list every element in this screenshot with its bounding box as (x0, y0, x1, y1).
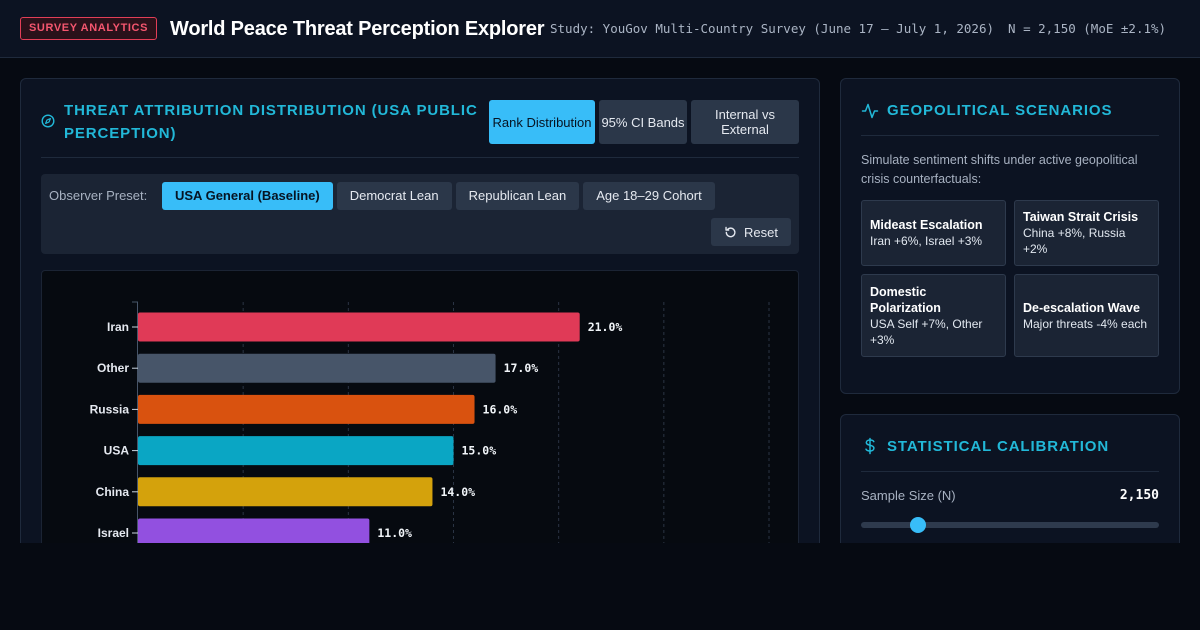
tab-rank-distribution[interactable]: Rank Distribution (489, 100, 595, 144)
preset-usa-general[interactable]: USA General (Baseline) (162, 182, 333, 210)
scenario-mideast-escalation[interactable]: Mideast Escalation Iran +6%, Israel +3% (861, 200, 1006, 266)
activity-icon (861, 103, 879, 119)
scenario-name: Domestic Polarization (870, 284, 941, 315)
compass-icon (41, 114, 55, 128)
reset-button[interactable]: Reset (711, 218, 791, 246)
category-label: USA (104, 444, 130, 458)
scenario-name: Taiwan Strait Crisis (1023, 210, 1139, 224)
scenario-effect: USA Self +7%, Other +3% (870, 316, 983, 347)
bar-other (138, 353, 496, 383)
value-label: 17.0% (504, 361, 539, 375)
app-viewport: SURVEY ANALYTICS World Peace Threat Perc… (0, 0, 1200, 543)
category-label: Other (97, 361, 129, 375)
calibration-divider (861, 471, 1159, 472)
bar-iran (138, 312, 580, 342)
category-label: Israel (98, 526, 129, 540)
geopolitical-scenarios-panel: GEOPOLITICAL SCENARIOS Simulate sentimen… (840, 78, 1180, 394)
sample-size-slider[interactable] (861, 517, 1159, 533)
value-label: 11.0% (377, 526, 412, 540)
value-label: 16.0% (483, 402, 518, 416)
sample-size-value: 2,150 (1119, 488, 1159, 503)
sample-size-label: Sample Size (N) (861, 488, 956, 503)
app-title: World Peace Threat Perception Explorer (170, 18, 545, 40)
dollar-sign-icon (865, 437, 875, 455)
value-label: 21.0% (588, 320, 623, 334)
survey-analytics-badge: SURVEY ANALYTICS (20, 17, 158, 40)
reset-label: Reset (744, 224, 778, 240)
value-label: 14.0% (440, 485, 475, 499)
scenario-de-escalation-wave[interactable]: De-escalation Wave Major threats -4% eac… (1014, 274, 1159, 357)
preset-age-18-29[interactable]: Age 18–29 Cohort (583, 182, 715, 210)
scenario-effect: China +8%, Russia +2% (1023, 226, 1126, 256)
preset-group: USA General (Baseline) Democrat Lean Rep… (162, 182, 715, 210)
scenario-name: Mideast Escalation (870, 218, 983, 232)
observer-preset-label: Observer Preset: (49, 188, 148, 203)
bar-china (138, 477, 433, 507)
statistical-calibration-panel: STATISTICAL CALIBRATION Sample Size (N) … (840, 414, 1180, 543)
scenario-domestic-polarization[interactable]: Domestic Polarization USA Self +7%, Othe… (861, 274, 1006, 357)
reset-icon (725, 226, 736, 237)
category-label: Iran (107, 320, 129, 334)
value-label: 15.0% (462, 444, 497, 458)
category-label: China (96, 485, 130, 499)
calibration-title: STATISTICAL CALIBRATION (887, 438, 1110, 455)
scenario-effect: Iran +6%, Israel +3% (870, 234, 983, 248)
scenario-taiwan-strait-crisis[interactable]: Taiwan Strait Crisis China +8%, Russia +… (1014, 200, 1159, 266)
preset-republican-lean[interactable]: Republican Lean (455, 182, 580, 210)
threat-distribution-panel: THREAT ATTRIBUTION DISTRIBUTION (USA PUB… (20, 78, 820, 543)
scenarios-description: Simulate sentiment shifts under active g… (861, 153, 1138, 186)
scenario-name: De-escalation Wave (1023, 300, 1140, 315)
sample-size-info: N = 2,150 (MoE ±2.1%) (1008, 21, 1167, 36)
scenarios-divider (861, 135, 1159, 136)
panel-title: THREAT ATTRIBUTION DISTRIBUTION (USA PUB… (64, 102, 478, 142)
threat-bar-chart: Iran 21.0% Other 17.0% Russia 16.0% USA 15.0% Ch… (90, 301, 770, 543)
view-tabs: Rank Distribution 95% CI Bands Internal … (489, 100, 799, 144)
scenarios-title: GEOPOLITICAL SCENARIOS (887, 102, 1113, 119)
tab-internal-external[interactable]: Internal vs External (691, 100, 799, 144)
panel-divider (41, 157, 799, 158)
slider-thumb[interactable] (909, 517, 926, 533)
tab-ci-bands[interactable]: 95% CI Bands (599, 100, 687, 144)
bar-russia (138, 394, 475, 424)
scenario-effect: Major threats -4% each (1023, 316, 1148, 331)
category-label: Russia (90, 402, 130, 416)
bar-israel (138, 518, 370, 543)
chart-area: Iran 21.0% Other 17.0% Russia 16.0% USA 15.0% Ch… (41, 270, 799, 543)
study-description: Study: YouGov Multi-Country Survey (June… (550, 21, 995, 36)
study-info: Study: YouGov Multi-Country Survey (June… (550, 20, 1166, 38)
app-header: SURVEY ANALYTICS World Peace Threat Perc… (0, 0, 1200, 58)
observer-preset-bar: Observer Preset: USA General (Baseline) … (41, 174, 799, 254)
scenario-grid: Mideast Escalation Iran +6%, Israel +3% … (861, 200, 1159, 357)
bar-usa (138, 436, 454, 466)
preset-democrat-lean[interactable]: Democrat Lean (336, 182, 452, 210)
